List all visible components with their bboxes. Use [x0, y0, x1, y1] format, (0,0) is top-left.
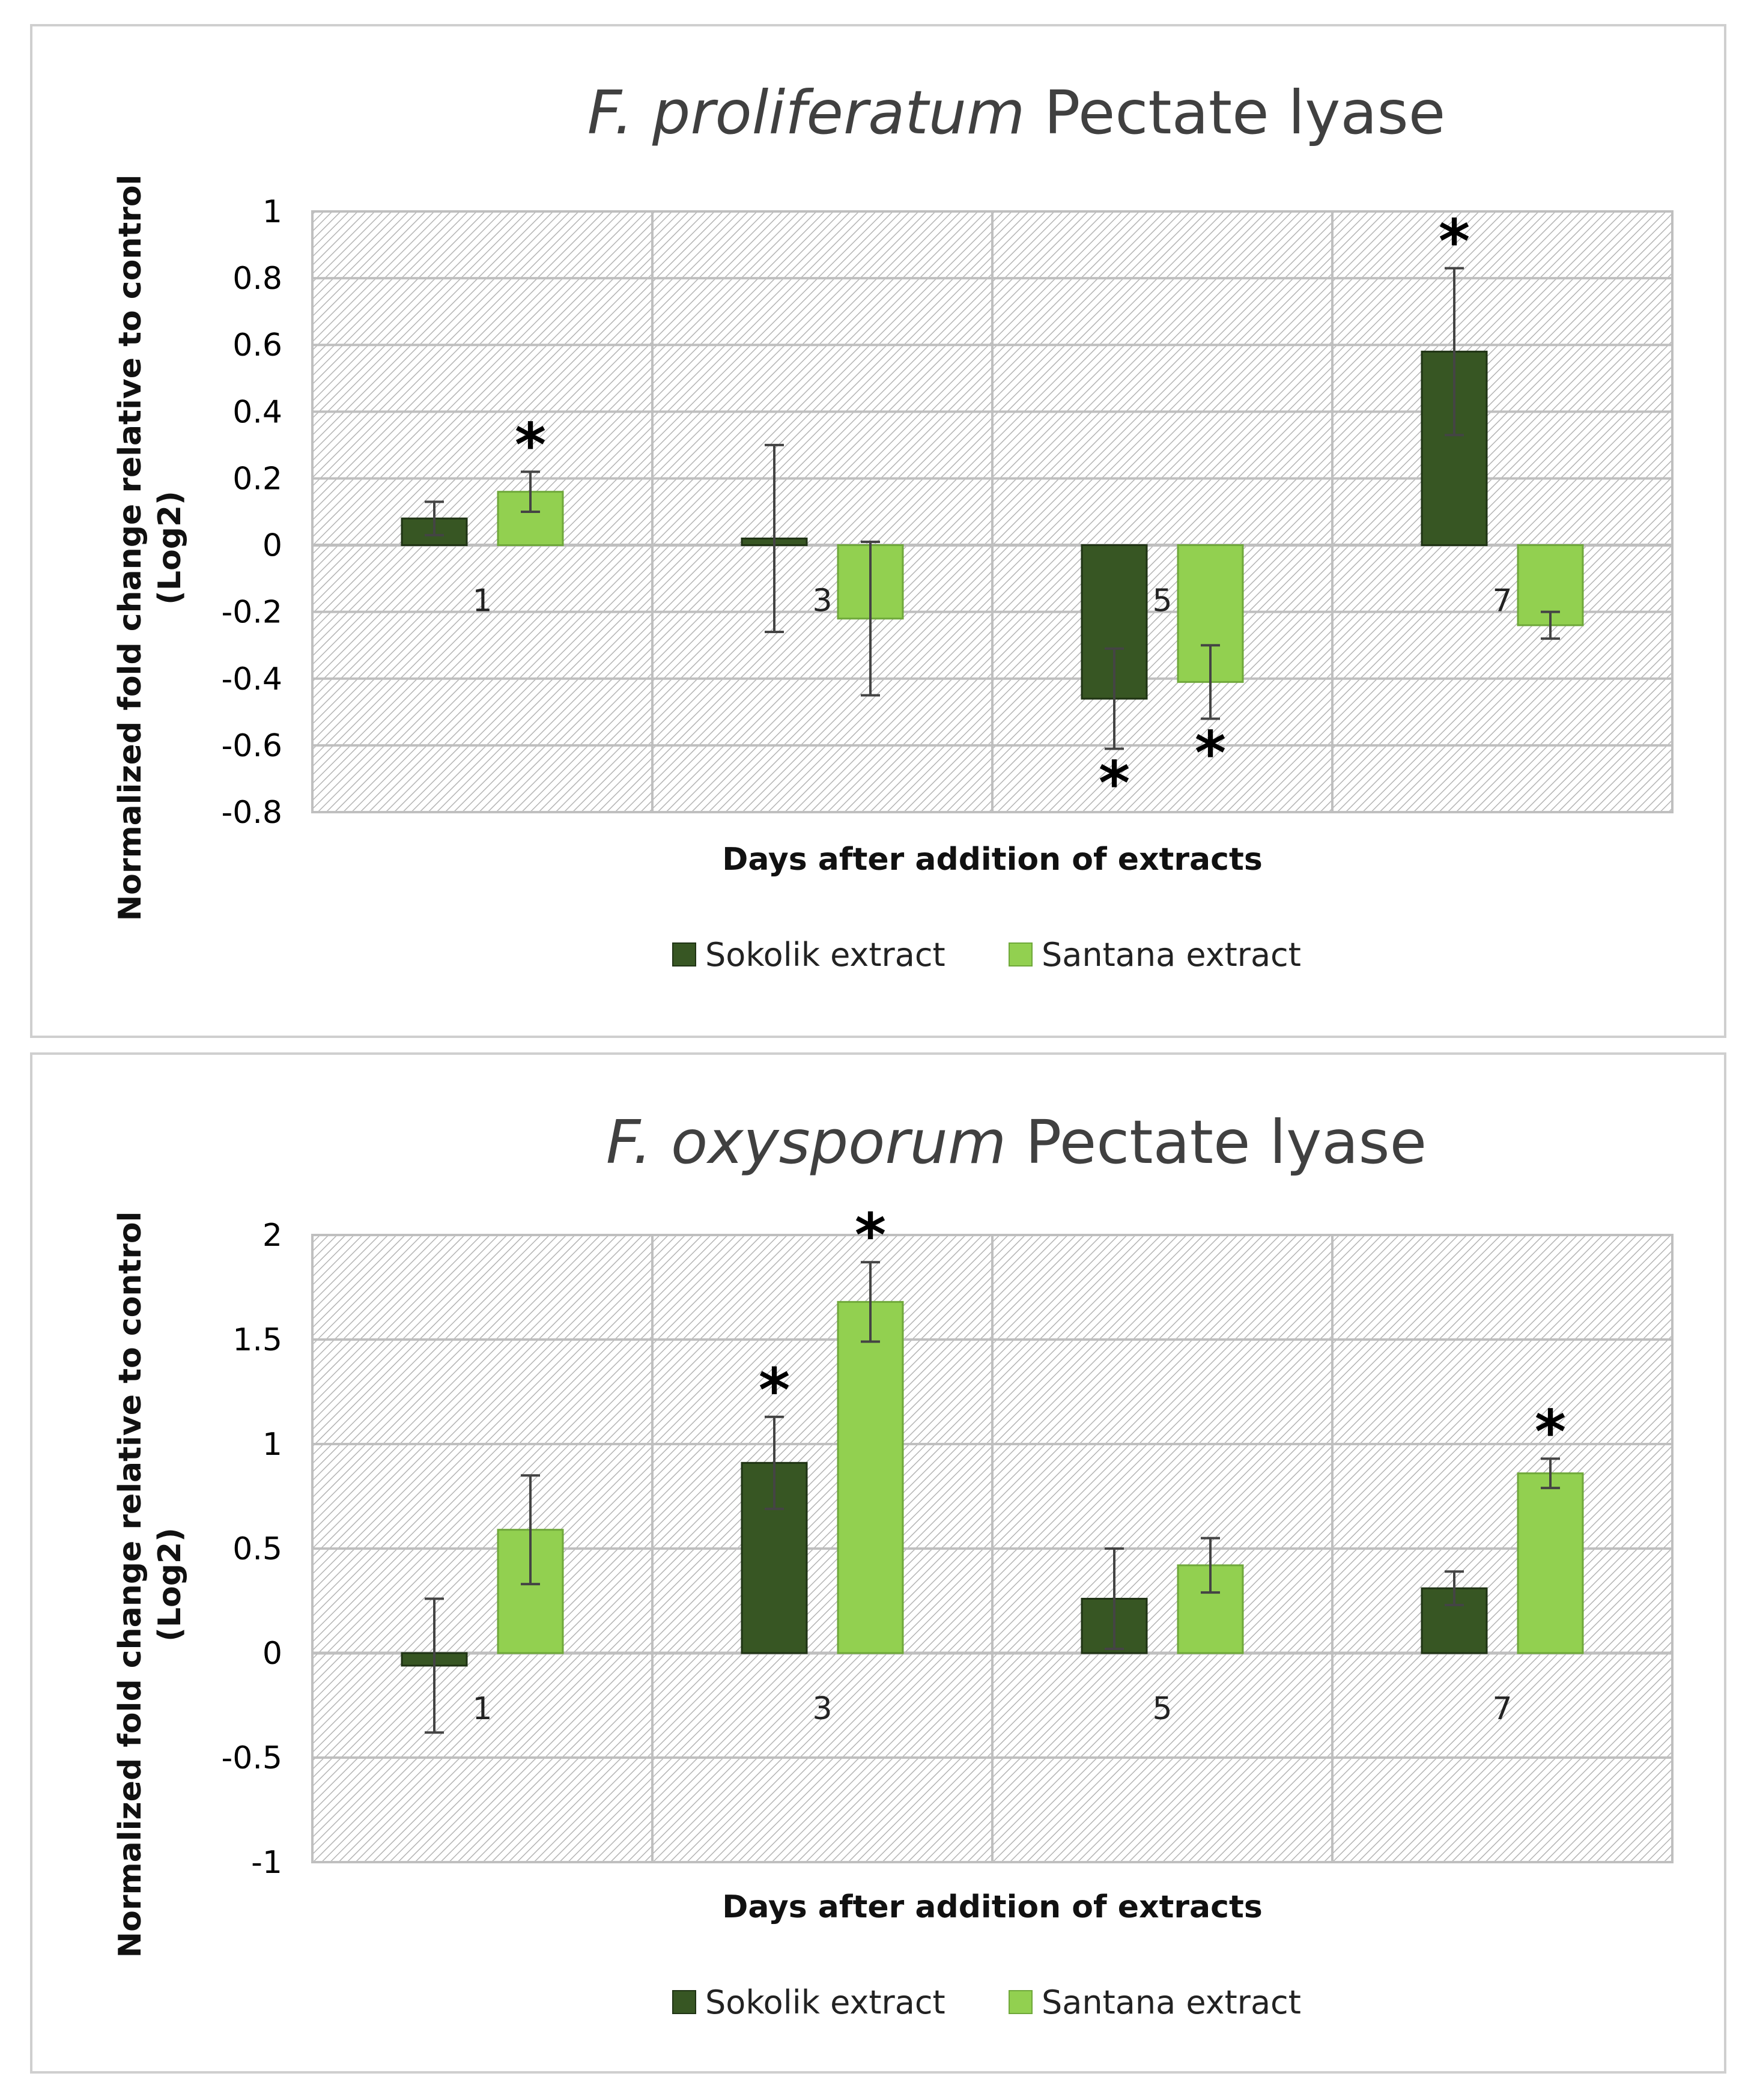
- y-tick-label: 0: [262, 528, 282, 564]
- y-axis-title-line2: (Log2): [152, 1528, 188, 1642]
- significance-star: *: [1535, 1397, 1566, 1467]
- x-axis-title: Days after addition of extracts: [722, 842, 1263, 878]
- x-category-label: 5: [1152, 1691, 1172, 1727]
- y-tick-label: 2: [262, 1218, 282, 1254]
- legend-swatch: [1009, 1990, 1033, 2014]
- y-axis-title-line2: (Log2): [152, 491, 188, 605]
- x-category-label: 3: [812, 583, 832, 619]
- y-tick-label: -1: [251, 1845, 282, 1881]
- y-tick-label: 0.5: [232, 1531, 282, 1567]
- significance-star: *: [855, 1200, 886, 1270]
- legend: Sokolik extract Santana extract: [672, 1983, 1301, 2021]
- bar: [837, 1300, 904, 1654]
- legend-swatch: [1009, 942, 1033, 967]
- significance-star: *: [1099, 748, 1130, 818]
- legend-label: Santana extract: [1042, 936, 1301, 974]
- x-category-label: 1: [472, 583, 492, 619]
- y-tick-label: -0.2: [222, 595, 282, 631]
- legend-label: Sokolik extract: [705, 936, 945, 974]
- chart-title: F. oxysporum Pectate lyase: [606, 1107, 1427, 1177]
- y-tick-label: -0.4: [222, 661, 282, 697]
- legend-swatch: [672, 942, 696, 967]
- y-tick-label: -0.6: [222, 728, 282, 764]
- y-tick-label: 0: [262, 1636, 282, 1672]
- y-tick-label: 0.2: [232, 461, 282, 497]
- significance-star: *: [515, 410, 546, 480]
- y-tick-label: -0.5: [222, 1740, 282, 1776]
- chart-panel-oxysporum: F. oxysporum Pectate lyase 2 1.5 1 0.5 0 -0.5 -…: [30, 1052, 1726, 2074]
- y-tick-label: 1.5: [232, 1322, 282, 1358]
- chart-oxysporum-svg: F. oxysporum Pectate lyase 2 1.5 1 0.5 0 -0.5 -…: [112, 1107, 1674, 2021]
- y-tick-label: 0.8: [232, 261, 282, 297]
- y-axis-title-line1: Normalized fold change relative to contr…: [112, 1212, 148, 1958]
- x-category-label: 7: [1492, 1691, 1512, 1727]
- legend: Sokolik extract Santana extract: [672, 936, 1301, 974]
- significance-star: *: [759, 1355, 790, 1425]
- y-tick-label: 1: [262, 194, 282, 230]
- legend-label: Sokolik extract: [705, 1983, 945, 2021]
- y-tick-label: 0.4: [232, 394, 282, 430]
- chart-title: F. proliferatum Pectate lyase: [587, 77, 1446, 148]
- y-axis-title: Normalized fold change relative to contr…: [112, 175, 188, 921]
- y-tick-label: 1: [262, 1427, 282, 1463]
- bar: [1517, 1472, 1584, 1654]
- chart-proliferatum-svg: F. proliferatum Pectate lyase 1 0.8 0.6 0.4 0…: [112, 77, 1674, 974]
- significance-star: *: [1195, 718, 1226, 788]
- x-category-label: 1: [472, 1691, 492, 1727]
- x-axis-title: Days after addition of extracts: [722, 1889, 1263, 1925]
- significance-star: *: [1439, 206, 1470, 276]
- y-axis-title-line1: Normalized fold change relative to contr…: [112, 175, 148, 921]
- x-category-label: 3: [812, 1691, 832, 1727]
- chart-title-gene: Pectate lyase: [1006, 1107, 1427, 1177]
- y-tick-label: -0.8: [222, 795, 282, 831]
- legend-label: Santana extract: [1042, 1983, 1301, 2021]
- legend-swatch: [672, 1990, 696, 2014]
- chart-panel-proliferatum: F. proliferatum Pectate lyase 1 0.8 0.6 0.4 0…: [30, 24, 1726, 1038]
- chart-title-species: F. proliferatum: [587, 77, 1025, 148]
- x-category-label: 7: [1492, 583, 1512, 619]
- y-axis-title: Normalized fold change relative to contr…: [112, 1212, 188, 1958]
- x-category-label: 5: [1152, 583, 1172, 619]
- chart-title-gene: Pectate lyase: [1025, 77, 1445, 148]
- y-tick-label: 0.6: [232, 327, 282, 363]
- chart-title-species: F. oxysporum: [606, 1107, 1006, 1177]
